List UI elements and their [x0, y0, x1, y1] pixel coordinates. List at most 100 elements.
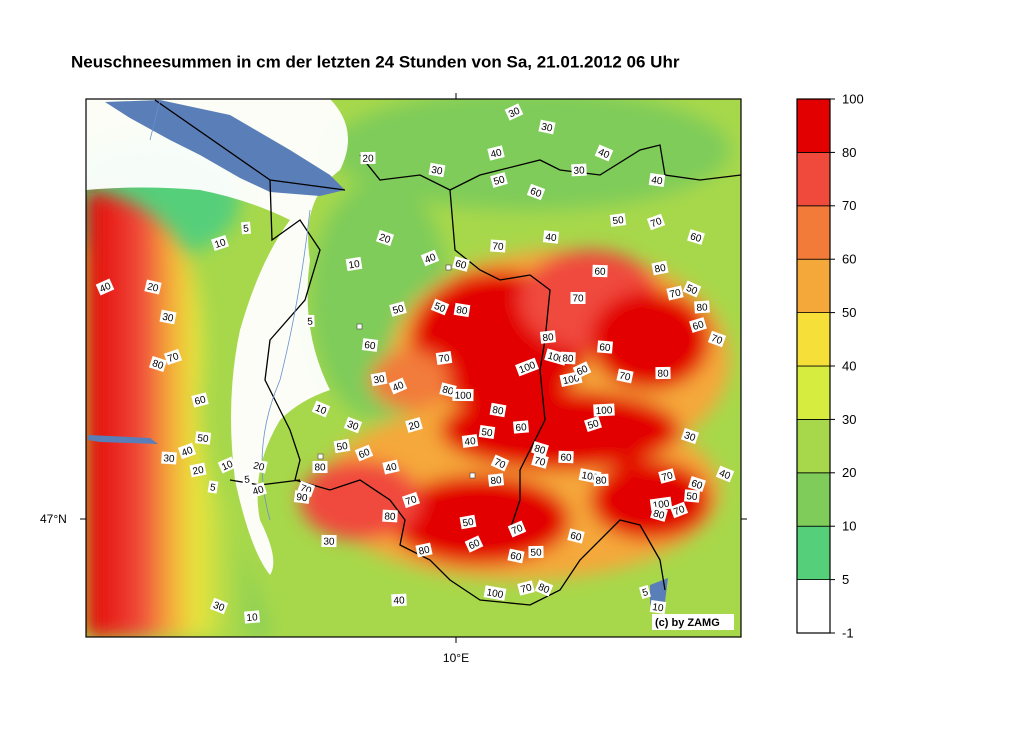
label-text: 80 [455, 305, 468, 318]
label-text: 5 [243, 223, 250, 234]
label-text: 60 [690, 478, 704, 492]
label-text: 80 [491, 405, 504, 418]
label-box [464, 535, 484, 553]
label-box [487, 145, 505, 161]
label-text: 10 [348, 259, 361, 272]
contour-label: 40 [382, 459, 400, 475]
contour-label: 20 [405, 417, 423, 433]
label-box [526, 183, 546, 201]
label-text: 50 [197, 433, 210, 445]
label-text: 70 [438, 353, 451, 366]
label-text: 20 [378, 232, 393, 246]
contour-label: 5 [305, 314, 315, 328]
contour-label: 10 [211, 234, 229, 251]
label-box [715, 465, 735, 483]
contour-label: 100 [593, 403, 615, 417]
label-box [609, 213, 627, 227]
label-box [163, 348, 183, 366]
label-box [483, 585, 507, 601]
label-box [694, 300, 710, 314]
label-text: 70 [710, 333, 725, 347]
contour-label: 40 [715, 465, 735, 483]
label-box [435, 351, 453, 365]
label-box [593, 403, 615, 417]
label-box [459, 514, 477, 530]
colorbar-box [796, 205, 831, 260]
lon-label: 10°E [443, 651, 469, 665]
label-text: 60 [569, 530, 583, 543]
label-text: 60 [364, 340, 377, 352]
label-box [242, 472, 252, 486]
contour-label: 90 [293, 490, 311, 504]
label-text: 80 [490, 475, 503, 487]
label-text: 40 [180, 445, 195, 459]
label-box [646, 213, 666, 231]
contour-label: 60 [597, 340, 613, 354]
label-text: 60 [691, 319, 705, 333]
label-box [490, 239, 506, 253]
label-box [430, 298, 450, 316]
label-text: 40 [251, 484, 265, 498]
contour-label: 80 [489, 402, 507, 418]
label-text: 5 [641, 587, 650, 599]
label-box [360, 151, 376, 165]
label-box [209, 597, 229, 615]
label-text: 80 [384, 511, 396, 523]
label-text: 60 [357, 447, 372, 462]
label-text: 60 [689, 231, 703, 245]
contour-label: 80 [539, 330, 557, 344]
contour-label: 10 [311, 400, 331, 418]
contour-label: 30 [370, 371, 388, 387]
label-text: 70 [166, 351, 181, 365]
contour-label: 30 [159, 309, 177, 325]
label-box [539, 330, 557, 344]
label-text: 40 [717, 468, 732, 483]
label-text: 20 [407, 419, 421, 433]
label-box [401, 491, 421, 509]
label-box [504, 103, 524, 121]
label-text: 70 [492, 241, 504, 253]
label-text: 80 [696, 302, 708, 314]
label-box [597, 340, 613, 354]
label-text: 40 [393, 595, 405, 607]
contour-label: 50 [528, 545, 544, 559]
label-text: 10 [246, 612, 258, 624]
label-text: 50 [462, 517, 475, 530]
colorbar-label: 60 [842, 252, 856, 267]
contour-label: 70 [616, 368, 634, 384]
label-box [687, 229, 705, 245]
label-text: 10 [313, 403, 328, 418]
contour-label: 5 [207, 480, 219, 494]
label-box [415, 542, 433, 558]
label-box [513, 420, 529, 434]
contour-label: 80 [560, 351, 576, 365]
contour-label: 80 [487, 473, 505, 487]
contour-label: 80 [531, 441, 549, 457]
contour-label: 40 [594, 144, 614, 161]
label-text: 80 [418, 544, 432, 557]
label-box [658, 468, 676, 484]
contour-label: 10 [244, 610, 260, 624]
label-text: 80 [562, 353, 574, 365]
label-text: 80 [657, 369, 669, 380]
label-text: 40 [651, 175, 664, 188]
contour-label: 80 [382, 509, 398, 523]
label-box [567, 528, 585, 544]
contour-label: 50 [609, 213, 627, 227]
colorbar-box [796, 365, 831, 420]
label-box [405, 417, 423, 433]
contour-label: 70 [666, 285, 684, 301]
contour-label: 80 [312, 461, 328, 474]
label-text: 40 [423, 252, 438, 267]
contour-label: 50 [389, 301, 407, 317]
contour-label: 70 [570, 292, 586, 305]
contour-label: 40 [420, 249, 440, 267]
label-box [240, 221, 252, 235]
contour-label: 40 [461, 434, 479, 448]
contour-label: 50 [459, 514, 477, 530]
contour-label: 5 [240, 221, 252, 235]
contour-label: 5 [639, 584, 651, 599]
label-text: 40 [545, 232, 558, 244]
label-box [572, 361, 592, 379]
